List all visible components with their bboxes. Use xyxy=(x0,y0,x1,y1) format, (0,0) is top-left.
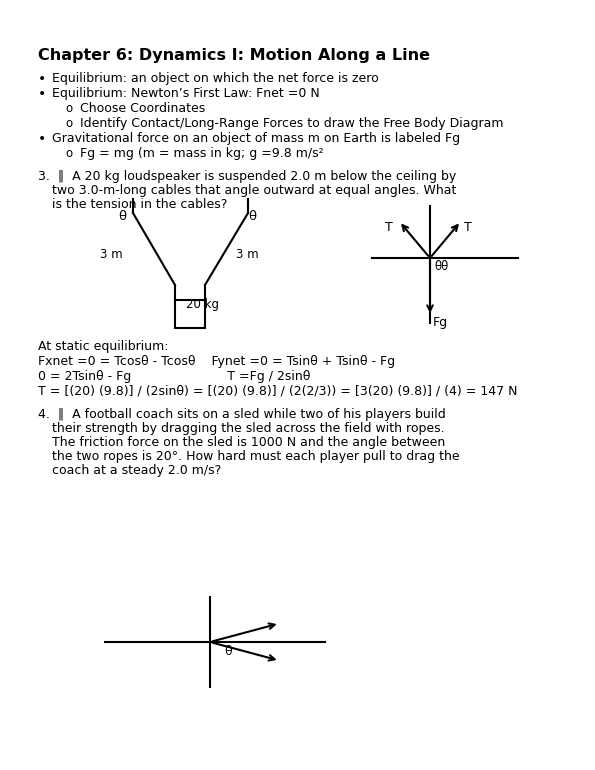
Text: Equilibrium: an object on which the net force is zero: Equilibrium: an object on which the net … xyxy=(52,72,379,85)
Text: 0 = 2Tsinθ - Fg                        T =Fg / 2sinθ: 0 = 2Tsinθ - Fg T =Fg / 2sinθ xyxy=(38,370,311,383)
Text: Choose Coordinates: Choose Coordinates xyxy=(80,102,205,115)
Text: Equilibrium: Newton’s First Law: Fnet =0 N: Equilibrium: Newton’s First Law: Fnet =0… xyxy=(52,87,320,100)
Text: θ: θ xyxy=(248,210,256,223)
Text: •: • xyxy=(38,132,46,146)
Text: Chapter 6: Dynamics I: Motion Along a Line: Chapter 6: Dynamics I: Motion Along a Li… xyxy=(38,48,430,63)
Text: T = [(20) (9.8)] / (2sinθ) = [(20) (9.8)] / (2(2/3)) = [3(20) (9.8)] / (4) = 147: T = [(20) (9.8)] / (2sinθ) = [(20) (9.8)… xyxy=(38,385,518,398)
Text: •: • xyxy=(38,87,46,101)
Text: T: T xyxy=(385,221,393,234)
Text: o: o xyxy=(65,117,72,130)
Text: 3.  ‖  A 20 kg loudspeaker is suspended 2.0 m below the ceiling by: 3. ‖ A 20 kg loudspeaker is suspended 2.… xyxy=(38,170,456,183)
Text: Identify Contact/Long-Range Forces to draw the Free Body Diagram: Identify Contact/Long-Range Forces to dr… xyxy=(80,117,503,130)
Text: T: T xyxy=(464,221,472,234)
Text: Fxnet =0 = Tcosθ - Tcosθ    Fynet =0 = Tsinθ + Tsinθ - Fg: Fxnet =0 = Tcosθ - Tcosθ Fynet =0 = Tsin… xyxy=(38,355,395,368)
Text: 3 m: 3 m xyxy=(100,248,123,261)
Text: Fg = mg (m = mass in kg; g =9.8 m/s²: Fg = mg (m = mass in kg; g =9.8 m/s² xyxy=(80,147,324,160)
Text: their strength by dragging the sled across the field with ropes.: their strength by dragging the sled acro… xyxy=(52,422,444,435)
Text: The friction force on the sled is 1000 N and the angle between: The friction force on the sled is 1000 N… xyxy=(52,436,445,449)
Text: coach at a steady 2.0 m/s?: coach at a steady 2.0 m/s? xyxy=(52,464,221,477)
Text: is the tension in the cables?: is the tension in the cables? xyxy=(52,198,227,211)
Text: two 3.0-m-long cables that angle outward at equal angles. What: two 3.0-m-long cables that angle outward… xyxy=(52,184,456,197)
Text: Fg: Fg xyxy=(433,316,448,329)
Text: θθ: θθ xyxy=(434,260,448,273)
Text: 4.  ‖  A football coach sits on a sled while two of his players build: 4. ‖ A football coach sits on a sled whi… xyxy=(38,408,446,421)
Text: Gravitational force on an object of mass m on Earth is labeled Fg: Gravitational force on an object of mass… xyxy=(52,132,460,145)
Text: θ: θ xyxy=(118,210,126,223)
Text: o: o xyxy=(65,102,72,115)
Text: •: • xyxy=(38,72,46,86)
Text: θ: θ xyxy=(224,645,231,658)
Text: o: o xyxy=(65,147,72,160)
Text: 20 kg: 20 kg xyxy=(186,298,219,311)
Text: 3 m: 3 m xyxy=(236,248,259,261)
Bar xyxy=(175,300,205,328)
Text: the two ropes is 20°. How hard must each player pull to drag the: the two ropes is 20°. How hard must each… xyxy=(52,450,459,463)
Text: At static equilibrium:: At static equilibrium: xyxy=(38,340,168,353)
